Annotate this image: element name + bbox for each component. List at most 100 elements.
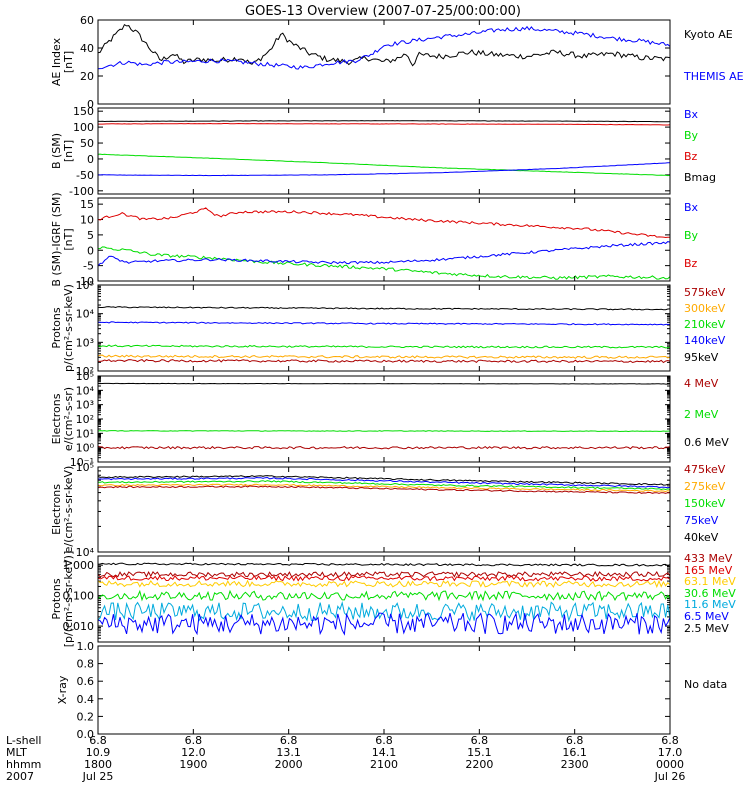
x-tick-label: 6.8 xyxy=(471,734,489,747)
legend-entry: 4 MeV xyxy=(684,377,719,390)
x-tick-label: Jul 25 xyxy=(82,770,114,783)
y-tick-label: -50 xyxy=(76,169,94,182)
y-axis-label: Protonsp/(cm²-s-sr-keV) xyxy=(50,284,75,372)
y-tick-label: 0 xyxy=(87,98,94,111)
panel-frame xyxy=(97,19,671,105)
series-line-275kev xyxy=(98,483,670,493)
legend-entry: 2 MeV xyxy=(684,408,719,421)
x-row-label: MLT xyxy=(6,746,27,759)
x-tick-label: 6.8 xyxy=(280,734,298,747)
panel-frame xyxy=(97,466,671,553)
series-line-themis-ae xyxy=(98,25,670,70)
series-line-575kev xyxy=(98,359,670,364)
x-tick-label: 0000 xyxy=(656,758,684,771)
y-tick-label: 10¹ xyxy=(76,427,94,440)
series-line-bx xyxy=(98,241,670,267)
y-tick-label: 5 xyxy=(87,229,94,242)
y-axis-label: Electronse/(cm²-s-sr) xyxy=(50,387,75,451)
y-tick-label: 10² xyxy=(76,365,94,378)
x-tick-label: 1800 xyxy=(84,758,112,771)
y-tick-label: -5 xyxy=(83,260,94,273)
x-tick-label: 16.1 xyxy=(562,746,587,759)
y-tick-label: -100 xyxy=(69,185,94,198)
series-line-475kev xyxy=(98,485,670,494)
legend-entry: 40keV xyxy=(684,531,719,544)
y-tick-label: 0.0 xyxy=(77,728,95,741)
series-line-433-mev xyxy=(98,571,670,578)
y-tick-label: 0 xyxy=(87,244,94,257)
y-tick-label: 0.6 xyxy=(77,675,95,688)
series-line-11.6-mev xyxy=(98,601,670,623)
y-tick-label: 1.0 xyxy=(77,640,95,653)
y-tick-label: 10⁴ xyxy=(76,384,95,397)
series-line-bz xyxy=(98,207,670,239)
panel-frame xyxy=(97,284,671,372)
y-tick-label: 60 xyxy=(80,14,94,27)
y-tick-label: 15 xyxy=(80,198,94,211)
series-line-2-mev xyxy=(98,430,670,433)
legend-entry: Bz xyxy=(684,150,698,163)
panel-bigrf: -10 -5 0 5 10 15 B (SM)-IGRF (SM)[nT] Bx By Bz xyxy=(50,192,699,288)
y-tick-label: 10 xyxy=(80,214,94,227)
y-tick-label: 1.000 xyxy=(63,559,95,572)
series-line-63.1-mev xyxy=(98,579,670,589)
series-line-300kev xyxy=(98,354,670,359)
x-row-label: 2007 xyxy=(6,770,34,783)
y-axis-label: B (SM)-IGRF (SM)[nT] xyxy=(50,192,75,286)
series-line-bmag xyxy=(98,120,670,123)
x-tick-label: 15.1 xyxy=(467,746,492,759)
y-tick-label: 0.100 xyxy=(63,590,95,603)
series-line-bx xyxy=(98,162,670,177)
y-axis-label: X-ray xyxy=(56,675,69,704)
series-line-140kev xyxy=(98,321,670,326)
y-tick-label: 0.010 xyxy=(63,620,95,633)
y-axis-label: B (SM)[nT] xyxy=(50,133,75,169)
y-tick-label: 10⁴ xyxy=(76,546,95,559)
y-tick-label: 10³ xyxy=(76,399,94,412)
x-tick-label: 2200 xyxy=(465,758,493,771)
y-axis-label: Electronse/(cm²-s-sr-keV) xyxy=(50,466,75,554)
x-row-label: hhmm xyxy=(6,758,41,771)
legend-entry: 165 MeV xyxy=(684,564,733,577)
legend-entry: 30.6 MeV xyxy=(684,587,736,600)
y-tick-label: 150 xyxy=(73,105,94,118)
series-line-by xyxy=(98,153,670,177)
x-tick-label: 6.8 xyxy=(375,734,393,747)
x-row-label: L-shell xyxy=(6,734,42,747)
x-tick-label: 2000 xyxy=(275,758,303,771)
legend-entry: Kyoto AE xyxy=(684,28,733,41)
x-tick-label: 6.8 xyxy=(185,734,203,747)
legend-entry: Bmag xyxy=(684,171,716,184)
legend-entry: Bx xyxy=(684,201,699,214)
legend-entry: By xyxy=(684,129,699,142)
x-tick-label: 2300 xyxy=(561,758,589,771)
legend-entry: 210keV xyxy=(684,318,726,331)
y-axis-label: Protons[p/(cm²-s-sr-keV)] xyxy=(50,551,75,648)
legend-entry: Bz xyxy=(684,257,698,270)
figure-title: GOES-13 Overview (2007-07-25/00:00:00) xyxy=(245,4,521,19)
y-tick-label: 10⁰ xyxy=(76,442,95,455)
series-line-4-mev xyxy=(98,445,670,450)
series-line-2.5-mev xyxy=(98,562,670,567)
series-line-150kev xyxy=(98,480,670,491)
x-tick-label: 12.0 xyxy=(181,746,206,759)
y-tick-label: 10³ xyxy=(76,336,94,349)
legend-entry: 63.1 MeV xyxy=(684,575,736,588)
x-tick-label: 17.0 xyxy=(658,746,683,759)
legend-entry: THEMIS AE xyxy=(683,70,744,83)
x-tick-label: 13.1 xyxy=(276,746,301,759)
panel-frame xyxy=(97,375,671,463)
legend-entry: 275keV xyxy=(684,480,726,493)
legend-entry: 75keV xyxy=(684,514,719,527)
x-tick-label: 10.9 xyxy=(86,746,111,759)
y-tick-label: 10⁵ xyxy=(76,370,94,383)
panel-xray: 0.0 0.2 0.4 0.6 0.8 1.0 X-ray No data xyxy=(56,640,727,741)
y-tick-label: 0.4 xyxy=(77,693,95,706)
y-tick-label: 40 xyxy=(80,42,94,55)
series-line-165-mev xyxy=(98,574,670,582)
series-line-40kev xyxy=(98,475,670,486)
